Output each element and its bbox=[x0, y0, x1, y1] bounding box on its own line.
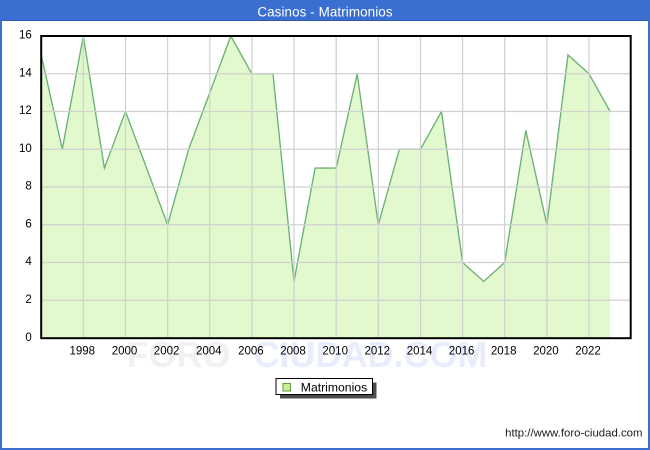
svg-text:FORO: FORO bbox=[127, 334, 231, 375]
svg-text:2018: 2018 bbox=[491, 346, 517, 358]
svg-text:12: 12 bbox=[19, 105, 32, 117]
svg-text:2008: 2008 bbox=[280, 346, 306, 358]
svg-text:0: 0 bbox=[25, 332, 31, 344]
svg-text:2010: 2010 bbox=[322, 346, 348, 358]
svg-text:Casinos - Matrimonios: Casinos - Matrimonios bbox=[257, 5, 393, 20]
svg-text:6: 6 bbox=[25, 218, 31, 230]
svg-text:2016: 2016 bbox=[449, 346, 475, 358]
svg-text:10: 10 bbox=[19, 143, 32, 155]
svg-text:16: 16 bbox=[19, 30, 32, 42]
svg-text:8: 8 bbox=[25, 181, 31, 193]
svg-text:2000: 2000 bbox=[112, 346, 138, 358]
svg-text:2006: 2006 bbox=[238, 346, 264, 358]
svg-text:4: 4 bbox=[25, 256, 32, 268]
svg-text:2014: 2014 bbox=[407, 346, 433, 358]
svg-text:2012: 2012 bbox=[365, 346, 391, 358]
svg-text:CIUDAD.COM: CIUDAD.COM bbox=[254, 334, 488, 375]
svg-text:2002: 2002 bbox=[154, 346, 180, 358]
svg-text:2004: 2004 bbox=[196, 346, 222, 358]
svg-text:2020: 2020 bbox=[533, 346, 559, 358]
svg-text:14: 14 bbox=[19, 67, 32, 79]
svg-text:1998: 1998 bbox=[70, 346, 96, 358]
svg-text:2022: 2022 bbox=[575, 346, 601, 358]
svg-text:2: 2 bbox=[25, 294, 31, 306]
svg-text:Matrimonios: Matrimonios bbox=[301, 381, 367, 395]
svg-text:http://www.foro-ciudad.com: http://www.foro-ciudad.com bbox=[505, 427, 642, 439]
